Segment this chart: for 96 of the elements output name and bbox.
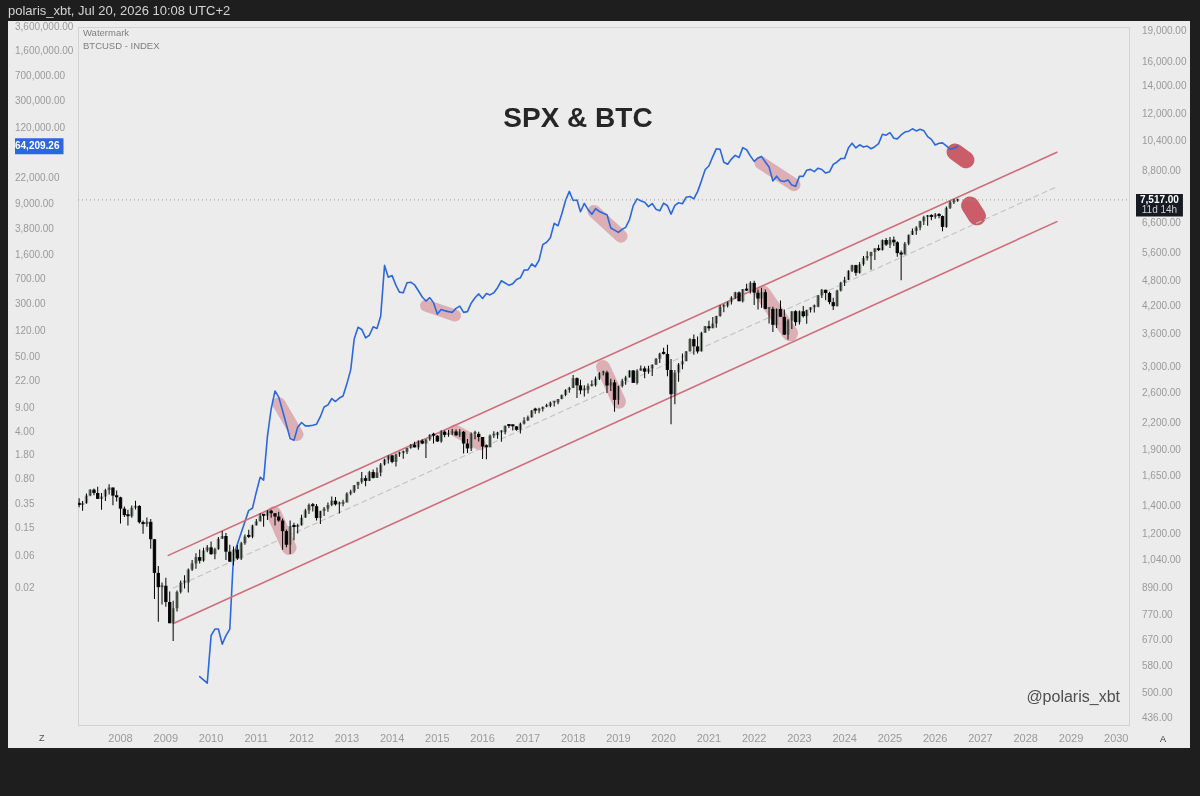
candlestick (288, 520, 292, 555)
y-tick-label: 120,000.00 (15, 121, 66, 133)
y-tick-label: 436.00 (1142, 712, 1174, 724)
y-tick-label: 50.00 (15, 351, 41, 363)
y-tick-label: 19,000.00 (1142, 24, 1187, 36)
y-tick-label: 10,400.00 (1142, 134, 1187, 146)
candlestick (352, 485, 356, 494)
y-tick-label: 2,200.00 (1142, 417, 1182, 429)
x-tick-label: 2021 (696, 731, 722, 744)
x-tick-label: 2013 (334, 731, 360, 744)
y-tick-label: 0.02 (15, 581, 35, 593)
x-tick-label: 2029 (1058, 731, 1084, 744)
candlestick (345, 492, 349, 503)
y-tick-label: 9.00 (15, 401, 35, 413)
y-tick-label: 3,800.00 (15, 223, 55, 235)
x-tick-label: 2009 (153, 731, 179, 744)
y-tick-label: 300,000.00 (15, 94, 66, 106)
candlestick (854, 264, 858, 276)
x-tick-label: 2014 (379, 731, 405, 744)
candlestick (390, 455, 394, 464)
y-tick-label: 16,000.00 (1142, 56, 1187, 68)
y-tick-label: 580.00 (1142, 660, 1174, 672)
y-tick-label: 1,600,000.00 (15, 45, 74, 57)
y-tick-label: 1,040.00 (1142, 553, 1182, 565)
candlestick (627, 370, 632, 378)
y-tick-label: 6,600.00 (1142, 217, 1182, 229)
text: polaris_xbt, Jul 20, 2026 10:08 UTC+2 (8, 3, 231, 19)
candlestick (586, 383, 590, 394)
y-tick-label: 890.00 (1142, 582, 1174, 594)
y-tick-label: 3,600,000.00 (15, 21, 74, 33)
y-tick-label: 14,000.00 (1142, 80, 1187, 92)
x-tick-label: 2020 (651, 731, 676, 744)
y-tick-label: 120.00 (15, 325, 47, 337)
y-tick-label: 22.00 (15, 375, 41, 387)
x-tick-label: 2010 (198, 731, 224, 744)
ref-line-label: 7,517.00 11d 14h (1139, 193, 1180, 216)
y-tick-label: 700,000.00 (15, 69, 66, 81)
y-tick-label: 4,200.00 (1142, 299, 1182, 311)
y-tick-label: 1,400.00 (1142, 499, 1182, 511)
text: A (1160, 734, 1167, 745)
x-tick-label: 2012 (289, 731, 314, 744)
x-tick-label: 2016 (470, 731, 495, 744)
text: Z (39, 733, 45, 744)
x-tick-label: 2019 (606, 731, 631, 744)
y-tick-label: 0.35 (15, 497, 35, 509)
y-tick-label: 4.00 (15, 425, 35, 437)
x-tick-label: 2008 (108, 731, 133, 744)
candlestick (209, 541, 213, 555)
x-tick-label: 2025 (877, 731, 903, 744)
annotation: BTCUSD - INDEX (83, 40, 160, 52)
y-tick-label: 64,209.26 (15, 140, 60, 152)
y-tick-label: 5,600.00 (1142, 247, 1182, 259)
x-tick-label: 2024 (832, 731, 857, 744)
y-tick-label: 0.15 (15, 522, 35, 534)
x-tick-label: 2028 (1013, 731, 1038, 744)
x-tick-label: 2026 (922, 731, 948, 744)
y-tick-label: 12,000.00 (1142, 108, 1187, 120)
y-tick-label: 3,000.00 (1142, 360, 1182, 372)
y-tick-label: 8,800.00 (1142, 164, 1182, 176)
y-tick-label: 670.00 (1142, 633, 1174, 645)
y-tick-label: 700.00 (15, 273, 47, 285)
candlestick (605, 370, 609, 393)
x-tick-label: 2023 (787, 731, 812, 744)
y-tick-label: 1,650.00 (1142, 469, 1182, 481)
y-tick-label: 9,000.00 (15, 197, 55, 209)
y-tick-label: 500.00 (1142, 687, 1174, 699)
y-tick-label: 22,000.00 (15, 171, 60, 183)
y-tick-label: 3,600.00 (1142, 327, 1182, 339)
candlestick (752, 280, 756, 305)
x-tick-label: 2030 (1104, 731, 1129, 744)
candlestick (394, 453, 398, 467)
candlestick (371, 469, 375, 479)
y-tick-label: 1,600.00 (15, 248, 55, 260)
annotation: @polaris_xbt (1026, 687, 1120, 707)
annotation: Watermark (83, 27, 130, 39)
y-tick-label: 770.00 (1142, 608, 1174, 620)
y-tick-label: 1.80 (15, 449, 35, 461)
candlestick (873, 248, 877, 261)
x-tick-label: 2015 (425, 731, 450, 744)
x-tick-label: 2018 (560, 731, 586, 744)
x-tick-label: 2011 (244, 731, 269, 744)
x-tick-label: 2017 (515, 731, 541, 744)
x-tick-label: 2027 (968, 731, 993, 744)
y-tick-label: 1,200.00 (1142, 527, 1182, 539)
y-tick-label: 300.00 (15, 298, 47, 310)
y-tick-label: 1,900.00 (1142, 444, 1182, 456)
text: SPX & BTC (502, 101, 654, 135)
y-tick-label: 0.80 (15, 473, 35, 485)
x-tick-label: 2022 (741, 731, 767, 744)
candlestick (224, 533, 228, 561)
y-tick-label: 4,800.00 (1142, 275, 1182, 287)
candlestick (737, 291, 741, 302)
y-tick-label: 0.06 (15, 549, 35, 561)
candlestick (884, 237, 888, 247)
y-tick-label: 2,600.00 (1142, 386, 1182, 398)
candlestick (454, 429, 458, 436)
